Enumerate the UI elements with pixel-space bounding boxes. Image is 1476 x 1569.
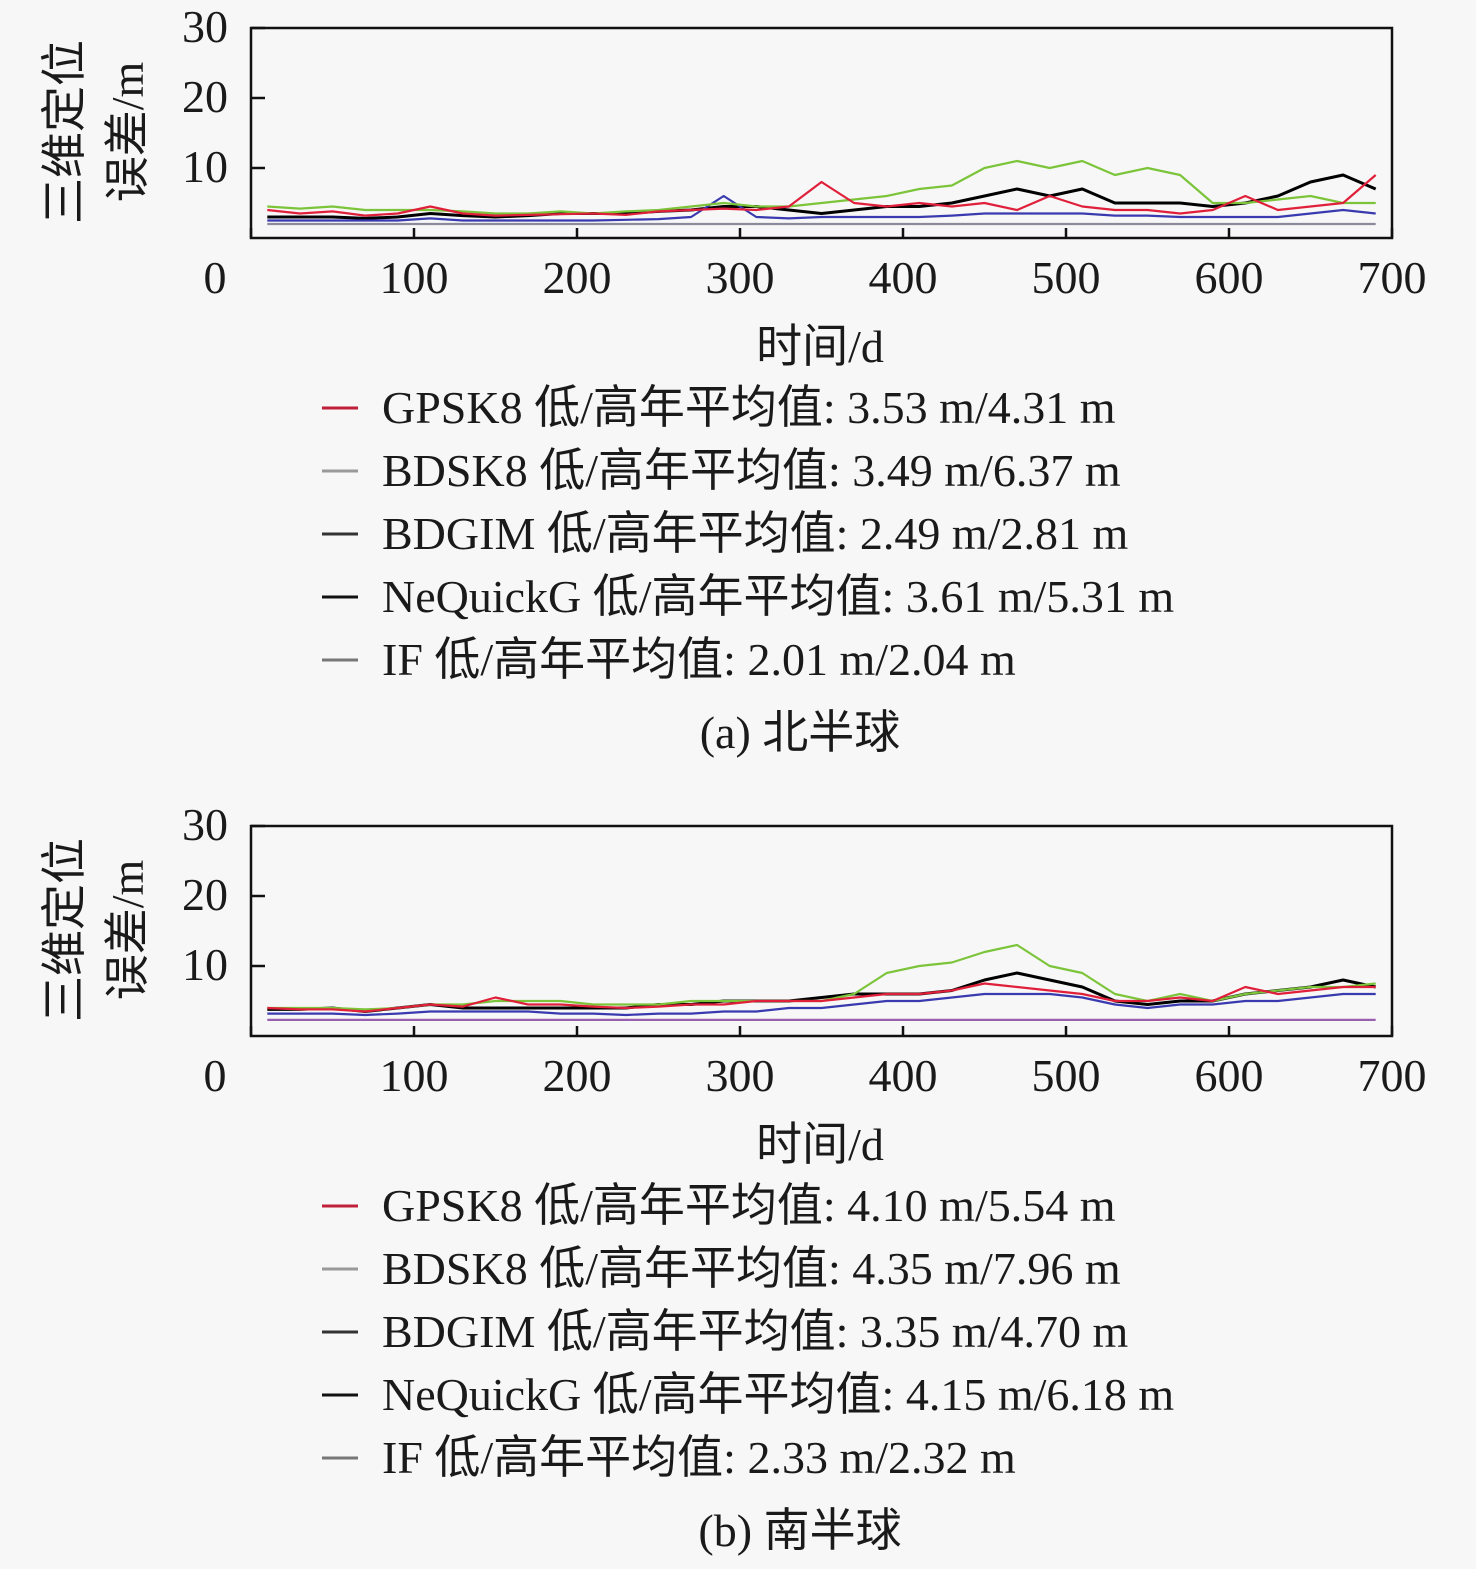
legend-entry-bdsk8: BDSK8 低/高年平均值: 3.49 m/6.37 m: [382, 445, 1121, 496]
legend-entry-if: IF 低/高年平均值: 2.33 m/2.32 m: [382, 1432, 1016, 1483]
legend-entry-bdsk8: BDSK8 低/高年平均值: 4.35 m/7.96 m: [382, 1243, 1121, 1294]
y-tick-label: 20: [182, 71, 228, 122]
legend-entry-gpsk8: GPSK8 低/高年平均值: 4.10 m/5.54 m: [382, 1180, 1116, 1231]
x-axis-label: 时间/d: [756, 1119, 884, 1170]
plot-frame: [249, 26, 1394, 240]
x-tick-label: 300: [705, 252, 775, 303]
x-tick-label: 700: [1357, 1050, 1427, 1101]
legend-entry-bdgim: BDGIM 低/高年平均值: 2.49 m/2.81 m: [382, 508, 1129, 559]
series-line-bdgim: [267, 992, 1376, 1017]
x-tick-label: 200: [542, 1050, 612, 1101]
y-tick-label: 30: [182, 1, 228, 52]
x-tick-label: 600: [1194, 1050, 1264, 1101]
y-axis-label: 误差/m: [102, 859, 153, 1001]
x-tick-label: 200: [542, 252, 612, 303]
series-line-gpsk8: [267, 174, 1377, 217]
y-tick-label: 30: [182, 799, 228, 850]
y-tick-label: 20: [182, 869, 228, 920]
plot-frame: [249, 824, 1394, 1038]
x-tick-label: 100: [379, 252, 449, 303]
legend-entry-nequickg: NeQuickG 低/高年平均值: 4.15 m/6.18 m: [382, 1369, 1175, 1420]
x-tick-label: 400: [868, 1050, 938, 1101]
series-line-nequickg: [267, 173, 1377, 220]
x-tick-label: 0: [203, 1050, 227, 1101]
x-axis-label: 时间/d: [756, 321, 884, 372]
series-line-bdgim: [267, 194, 1376, 222]
x-tick-label: 700: [1357, 252, 1427, 303]
x-tick-label: 400: [868, 252, 938, 303]
x-tick-label: 500: [1031, 252, 1101, 303]
x-tick-label: 500: [1031, 1050, 1101, 1101]
y-axis-label: 三维定位: [39, 40, 90, 224]
y-tick-label: 10: [182, 939, 228, 990]
x-tick-label: 100: [379, 1050, 449, 1101]
x-tick-label: 0: [203, 252, 227, 303]
panel-caption: (b) 南半球: [698, 1505, 902, 1556]
series-line-gpsk8: [267, 982, 1376, 1013]
y-axis-label: 三维定位: [39, 838, 90, 1022]
panel-caption: (a) 北半球: [699, 707, 901, 758]
legend-entry-nequickg: NeQuickG 低/高年平均值: 3.61 m/5.31 m: [382, 571, 1175, 622]
legend-entry-bdgim: BDGIM 低/高年平均值: 3.35 m/4.70 m: [382, 1306, 1129, 1357]
legend-entry-if: IF 低/高年平均值: 2.01 m/2.04 m: [382, 634, 1016, 685]
x-tick-label: 600: [1194, 252, 1264, 303]
y-tick-label: 10: [182, 141, 228, 192]
legend-entry-gpsk8: GPSK8 低/高年平均值: 3.53 m/4.31 m: [382, 382, 1116, 433]
y-axis-label: 误差/m: [102, 61, 153, 203]
x-tick-label: 300: [705, 1050, 775, 1101]
